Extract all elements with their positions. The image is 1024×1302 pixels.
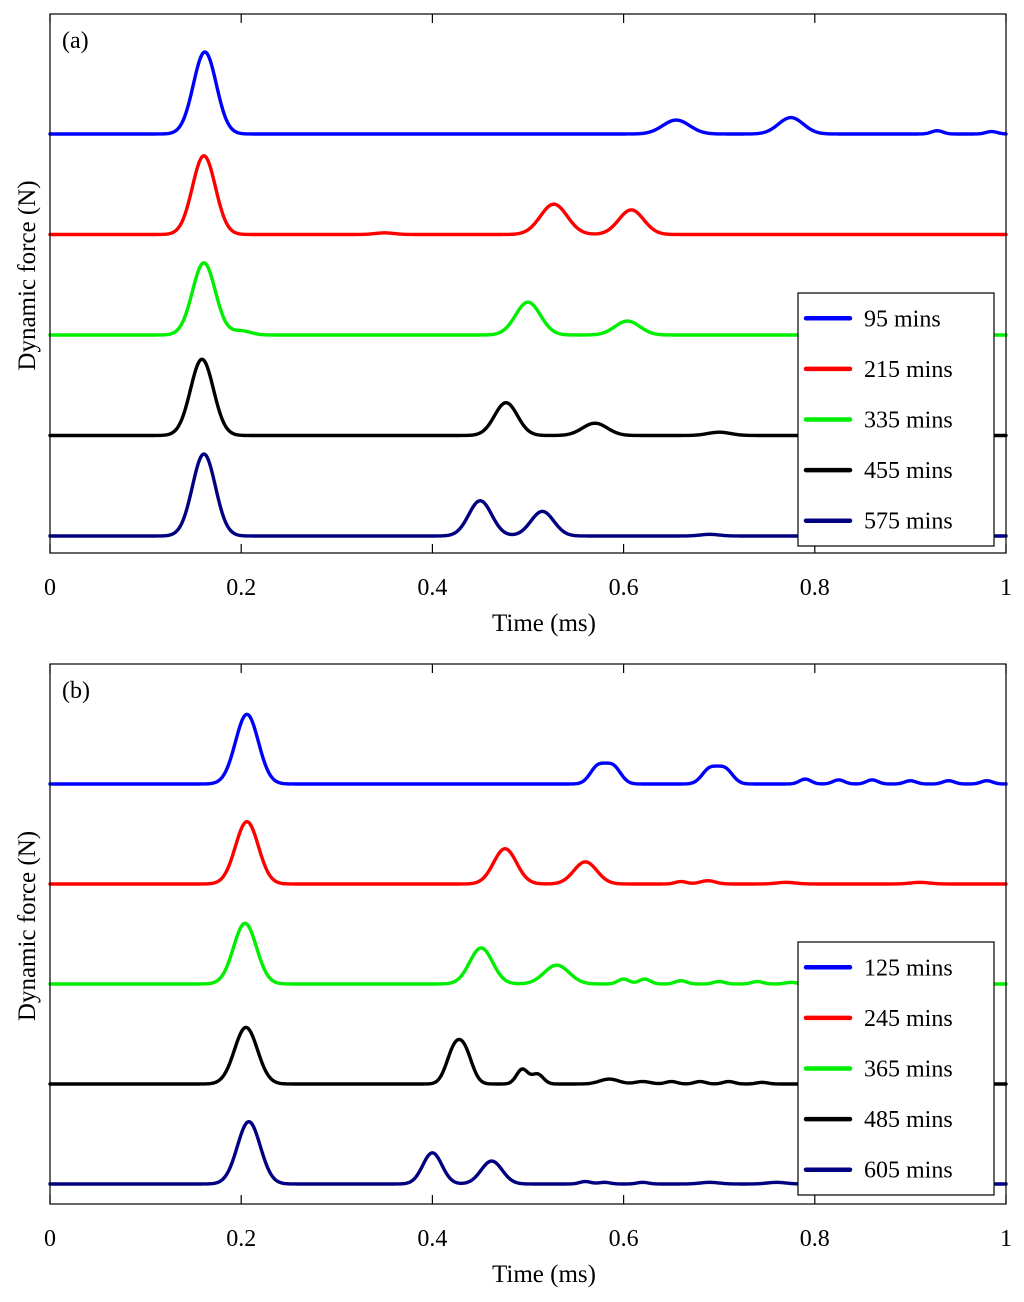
panel-b-legend-label-4: 485 mins — [864, 1107, 953, 1133]
panel-a-series-line-2 — [48, 154, 1008, 237]
panel-a-x-tick-label: 0 — [44, 575, 56, 601]
panel-a-legend-label-2: 215 mins — [864, 357, 953, 383]
panel-b-legend-label-3: 365 mins — [864, 1057, 953, 1083]
panel-b-x-axis-label: Time (ms) — [492, 1261, 596, 1288]
panel-b-legend-label-5: 605 mins — [864, 1158, 953, 1184]
panel-a-legend-label-4: 455 mins — [864, 458, 953, 484]
panel-b: (b) Time (ms) Dynamic force (N) 0 0.2 0.4 0… — [14, 663, 1012, 1288]
panel-a-plot-frame — [49, 13, 1007, 554]
panel-a-x-axis-label: Time (ms) — [492, 610, 596, 637]
panel-a-series-line-1 — [48, 50, 1008, 136]
panel-b-y-axis-label: Dynamic force (N) — [14, 831, 41, 1021]
panel-a-legend-label-1: 95 mins — [864, 306, 941, 332]
panel-b-series-line-1 — [48, 712, 1008, 786]
panel-a-legend-label-5: 575 mins — [864, 509, 953, 535]
panel-b-legend-label-1: 125 mins — [864, 955, 953, 981]
panel-b-label: (b) — [62, 678, 90, 704]
panel-b-x-tick-label: 0.4 — [417, 1226, 447, 1252]
panel-b-x-tick-label: 0.8 — [800, 1226, 830, 1252]
panel-b-series-line-2 — [48, 820, 1008, 886]
panel-a-x-tick-label: 1 — [1000, 575, 1012, 601]
panel-a-label: (a) — [62, 28, 89, 54]
panel-a: (a) Time (ms) Dynamic force (N) 0 0.2 0.4 0… — [14, 13, 1012, 637]
panel-b-legend-label-2: 245 mins — [864, 1006, 953, 1032]
panel-b-x-tick-label: 0.6 — [609, 1226, 639, 1252]
panel-b-x-tick-label: 1 — [1000, 1226, 1012, 1252]
panel-b-x-tick-label: 0 — [44, 1226, 56, 1252]
panel-a-x-tick-label: 0.4 — [417, 575, 447, 601]
panel-b-plot-frame — [49, 663, 1007, 1205]
panel-a-x-tick-label: 0.8 — [800, 575, 830, 601]
panel-a-x-tick-label: 0.6 — [609, 575, 639, 601]
panel-b-x-tick-label: 0.2 — [226, 1226, 256, 1252]
panel-a-legend-label-3: 335 mins — [864, 408, 953, 434]
panel-a-x-tick-label: 0.2 — [226, 575, 256, 601]
panel-a-y-axis-label: Dynamic force (N) — [14, 180, 41, 370]
